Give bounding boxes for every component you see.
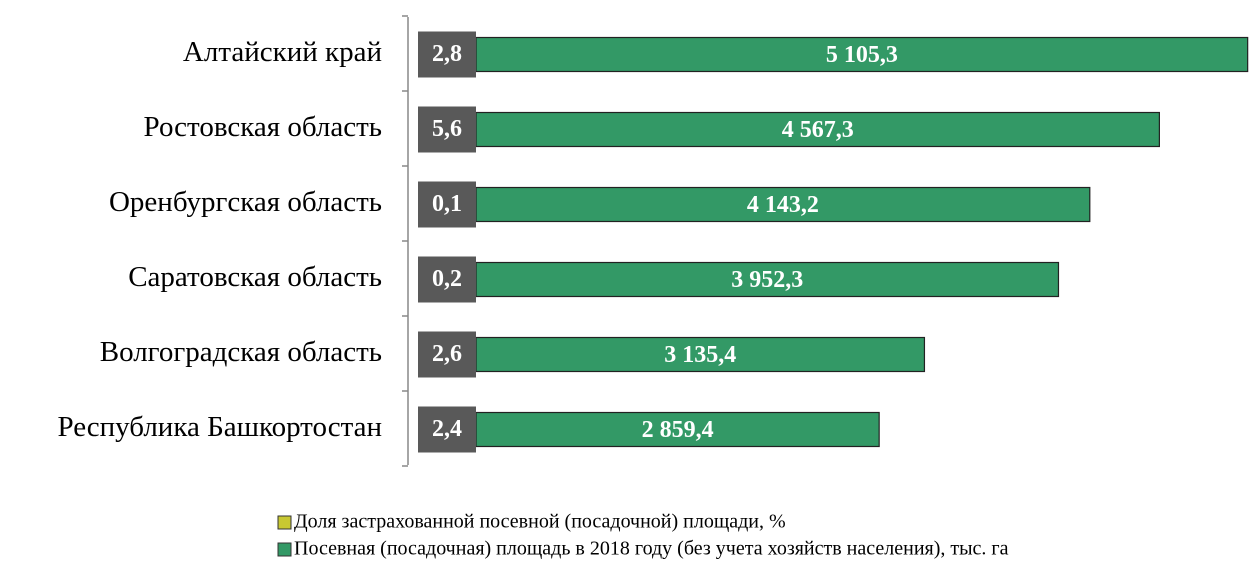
bar-value-label: 2 859,4 bbox=[642, 417, 714, 443]
share-label: 5,6 bbox=[432, 116, 462, 142]
bar bbox=[475, 261, 1060, 298]
legend-label: Доля застрахованной посевной (посадочной… bbox=[294, 511, 786, 533]
category-label: Оренбургская область bbox=[109, 186, 382, 218]
bar-value-label: 4 143,2 bbox=[747, 192, 819, 218]
bar-value-label: 5 105,3 bbox=[826, 42, 898, 68]
share-label: 2,4 bbox=[432, 416, 462, 442]
category-label: Ростовская область bbox=[144, 111, 382, 143]
category-label: Саратовская область bbox=[128, 261, 382, 293]
bar-value-label: 3 135,4 bbox=[664, 342, 736, 368]
legend-label: Посевная (посадочная) площадь в 2018 год… bbox=[294, 538, 1009, 560]
share-box bbox=[418, 331, 476, 378]
bar bbox=[475, 186, 1091, 223]
bar-value-label: 4 567,3 bbox=[782, 117, 854, 143]
share-box bbox=[418, 106, 476, 153]
share-label: 0,2 bbox=[432, 266, 462, 292]
share-label: 0,1 bbox=[432, 191, 462, 217]
share-label: 2,8 bbox=[432, 41, 462, 67]
legend-marker bbox=[277, 515, 292, 530]
share-box bbox=[418, 31, 476, 78]
bar bbox=[475, 111, 1160, 148]
legend-marker bbox=[277, 542, 292, 557]
category-label: Республика Башкортостан bbox=[57, 411, 382, 443]
bar bbox=[475, 411, 880, 448]
share-label: 2,6 bbox=[432, 341, 462, 367]
share-box bbox=[418, 256, 476, 303]
share-box bbox=[418, 181, 476, 228]
category-label: Алтайский край bbox=[183, 36, 382, 68]
bar-value-label: 3 952,3 bbox=[731, 267, 803, 293]
bar bbox=[475, 336, 926, 373]
category-label: Волгоградская область bbox=[100, 336, 382, 368]
share-box bbox=[418, 406, 476, 453]
